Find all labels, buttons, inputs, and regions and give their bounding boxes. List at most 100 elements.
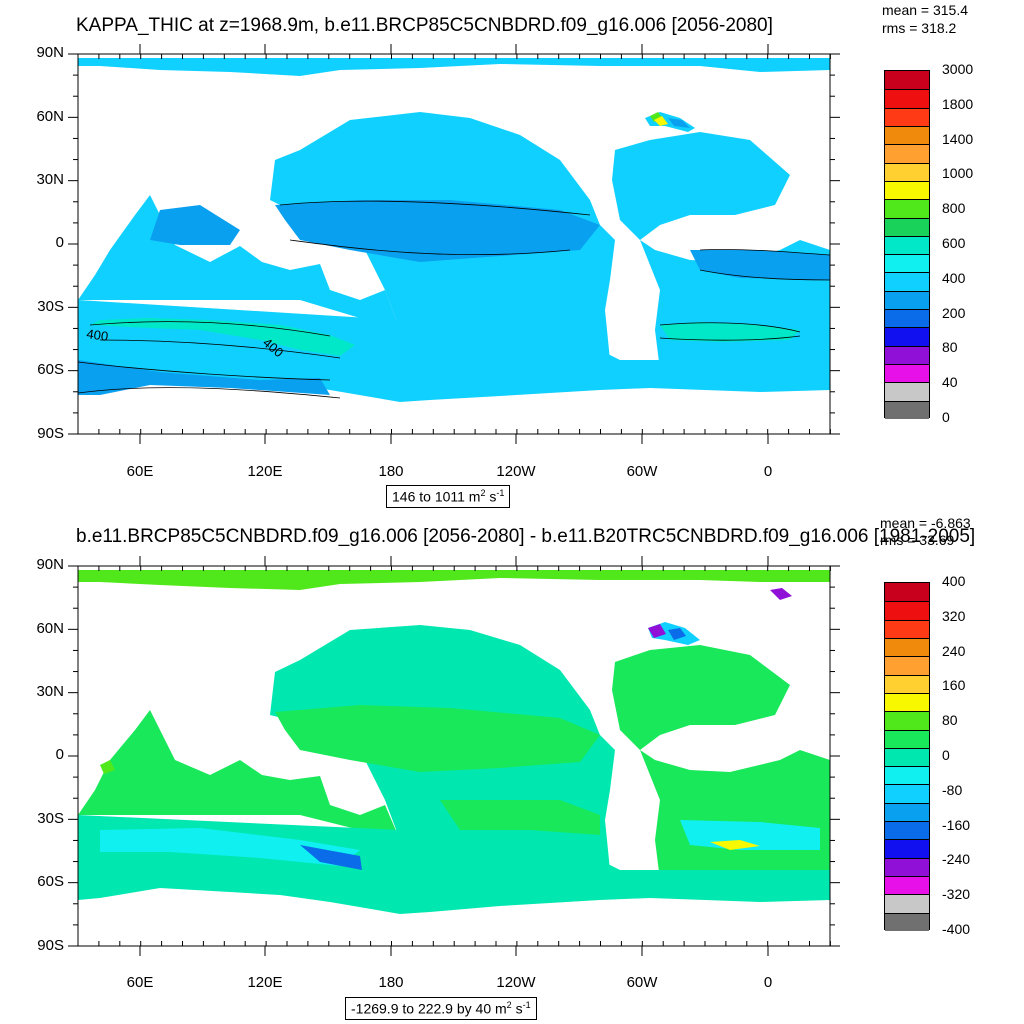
colorbar-swatch bbox=[885, 162, 929, 181]
colorbar-label: 3000 bbox=[942, 61, 974, 77]
colorbar-swatch bbox=[885, 217, 929, 236]
colorbar-label: 80 bbox=[942, 712, 958, 729]
lon-label-180: 180 bbox=[378, 463, 404, 480]
lat-label-60n-2: 60N bbox=[36, 620, 64, 637]
lon-label-120e: 120E bbox=[247, 463, 283, 480]
colorbar-swatch bbox=[885, 125, 929, 145]
colorbar-swatch bbox=[885, 107, 929, 126]
colorbar-label: 1400 bbox=[942, 130, 974, 147]
colorbar-swatch bbox=[885, 144, 929, 163]
colorbar-label: 80 bbox=[942, 339, 958, 356]
colorbar-swatch bbox=[885, 382, 929, 401]
colorbar-swatch bbox=[885, 711, 929, 730]
colorbar-swatch bbox=[885, 729, 929, 748]
colorbar-label: -400 bbox=[942, 921, 971, 937]
colorbar-label: 1800 bbox=[942, 95, 974, 112]
lat-label-90n: 90N bbox=[36, 44, 64, 61]
colorbar-swatch bbox=[885, 637, 929, 657]
colorbar-swatch bbox=[885, 199, 929, 218]
colorbar-label: -160 bbox=[942, 816, 971, 833]
lon-label-60e: 60E bbox=[126, 463, 154, 480]
colorbar-swatch bbox=[885, 400, 929, 419]
lat-label-30n-2: 30N bbox=[36, 683, 64, 700]
lat-label-90s: 90S bbox=[37, 425, 64, 442]
colorbar-label: 400 bbox=[942, 573, 966, 589]
colorbar-swatch bbox=[885, 692, 929, 712]
colorbar-swatch bbox=[885, 894, 929, 913]
colorbar-label: 1000 bbox=[942, 165, 974, 182]
colorbar-label: 400 bbox=[942, 269, 966, 286]
lon-label-60e-2: 60E bbox=[126, 974, 154, 991]
colorbar-swatch bbox=[885, 345, 929, 365]
colorbar-label: 0 bbox=[942, 409, 950, 425]
panel1-ticks bbox=[68, 44, 840, 444]
colorbar-label: -320 bbox=[942, 886, 971, 903]
panel1-mean: mean = 315.4 bbox=[882, 2, 969, 18]
lon-label-0-2: 0 bbox=[763, 974, 773, 991]
colorbar-label: 40 bbox=[942, 374, 958, 391]
colorbar-label: -240 bbox=[942, 851, 971, 868]
colorbar-swatch bbox=[885, 309, 929, 328]
colorbar-swatch bbox=[885, 235, 929, 255]
colorbar-label: -80 bbox=[942, 781, 963, 798]
lon-label-60w: 60W bbox=[626, 463, 658, 480]
panel2-range-box: -1269.9 to 222.9 by 40 m2 s-1 bbox=[345, 997, 537, 1020]
lat-label-60s: 60S bbox=[37, 361, 64, 378]
panel1-contours bbox=[77, 200, 831, 399]
lat-label-60s-2: 60S bbox=[37, 873, 64, 890]
lat-label-60n: 60N bbox=[36, 108, 64, 125]
colorbar-swatch bbox=[885, 656, 929, 675]
colorbar-swatch bbox=[885, 784, 929, 803]
colorbar-swatch bbox=[885, 912, 929, 931]
lon-label-120w-2: 120W bbox=[496, 974, 536, 991]
panel2-ocean bbox=[78, 570, 830, 914]
panel1-range-box: 146 to 1011 m2 s-1 bbox=[386, 485, 511, 508]
colorbar-swatch bbox=[885, 583, 929, 602]
colorbar-swatch bbox=[885, 71, 929, 90]
colorbar-label: 160 bbox=[942, 677, 966, 694]
colorbar-swatch bbox=[885, 327, 929, 346]
colorbar-label: 320 bbox=[942, 607, 966, 624]
panel1-map: 400 400 bbox=[68, 44, 840, 444]
panel1-colorbar bbox=[884, 70, 930, 419]
colorbar-swatch bbox=[885, 674, 929, 693]
colorbar-swatch bbox=[885, 802, 929, 822]
panel2-title: b.e11.BRCP85C5CNBDRD.f09_g16.006 [2056-2… bbox=[76, 526, 976, 547]
panel1-rms: rms = 318.2 bbox=[882, 20, 957, 36]
lat-label-30n: 30N bbox=[36, 171, 64, 188]
lon-label-120e-2: 120E bbox=[247, 974, 283, 991]
colorbar-swatch bbox=[885, 272, 929, 291]
panel1-ocean bbox=[78, 58, 830, 402]
lon-label-120w: 120W bbox=[496, 463, 536, 480]
colorbar-label: 200 bbox=[942, 304, 966, 321]
colorbar-swatch bbox=[885, 254, 929, 273]
panel2-mean: mean = -6.863 bbox=[880, 515, 971, 531]
panel2-rms: rms = 33.69 bbox=[880, 532, 955, 548]
lat-label-90s-2: 90S bbox=[37, 937, 64, 954]
colorbar-swatch bbox=[885, 857, 929, 877]
lon-label-180-2: 180 bbox=[378, 974, 404, 991]
panel2-colorbar bbox=[884, 582, 930, 931]
colorbar-swatch bbox=[885, 839, 929, 858]
colorbar-swatch bbox=[885, 766, 929, 785]
lat-label-30s: 30S bbox=[37, 298, 64, 315]
colorbar-label: 600 bbox=[942, 235, 966, 251]
lat-label-90n-2: 90N bbox=[36, 556, 64, 573]
lon-label-0: 0 bbox=[763, 463, 773, 480]
panel1-title: KAPPA_THIC at z=1968.9m, b.e11.BRCP85C5C… bbox=[76, 15, 773, 36]
colorbar-swatch bbox=[885, 290, 929, 310]
lat-label-30s-2: 30S bbox=[37, 810, 64, 827]
colorbar-label: 0 bbox=[942, 747, 950, 763]
colorbar-swatch bbox=[885, 876, 929, 895]
lon-label-60w-2: 60W bbox=[626, 974, 658, 991]
colorbar-swatch bbox=[885, 601, 929, 620]
lat-label-0: 0 bbox=[55, 234, 64, 251]
colorbar-swatch bbox=[885, 821, 929, 840]
colorbar-label: 240 bbox=[942, 642, 966, 659]
colorbar-label: 800 bbox=[942, 200, 966, 217]
colorbar-swatch bbox=[885, 180, 929, 200]
panel2-ticks bbox=[68, 556, 840, 956]
lat-label-0-2: 0 bbox=[55, 746, 64, 763]
panel1-contour-label-a: 400 bbox=[86, 326, 110, 344]
